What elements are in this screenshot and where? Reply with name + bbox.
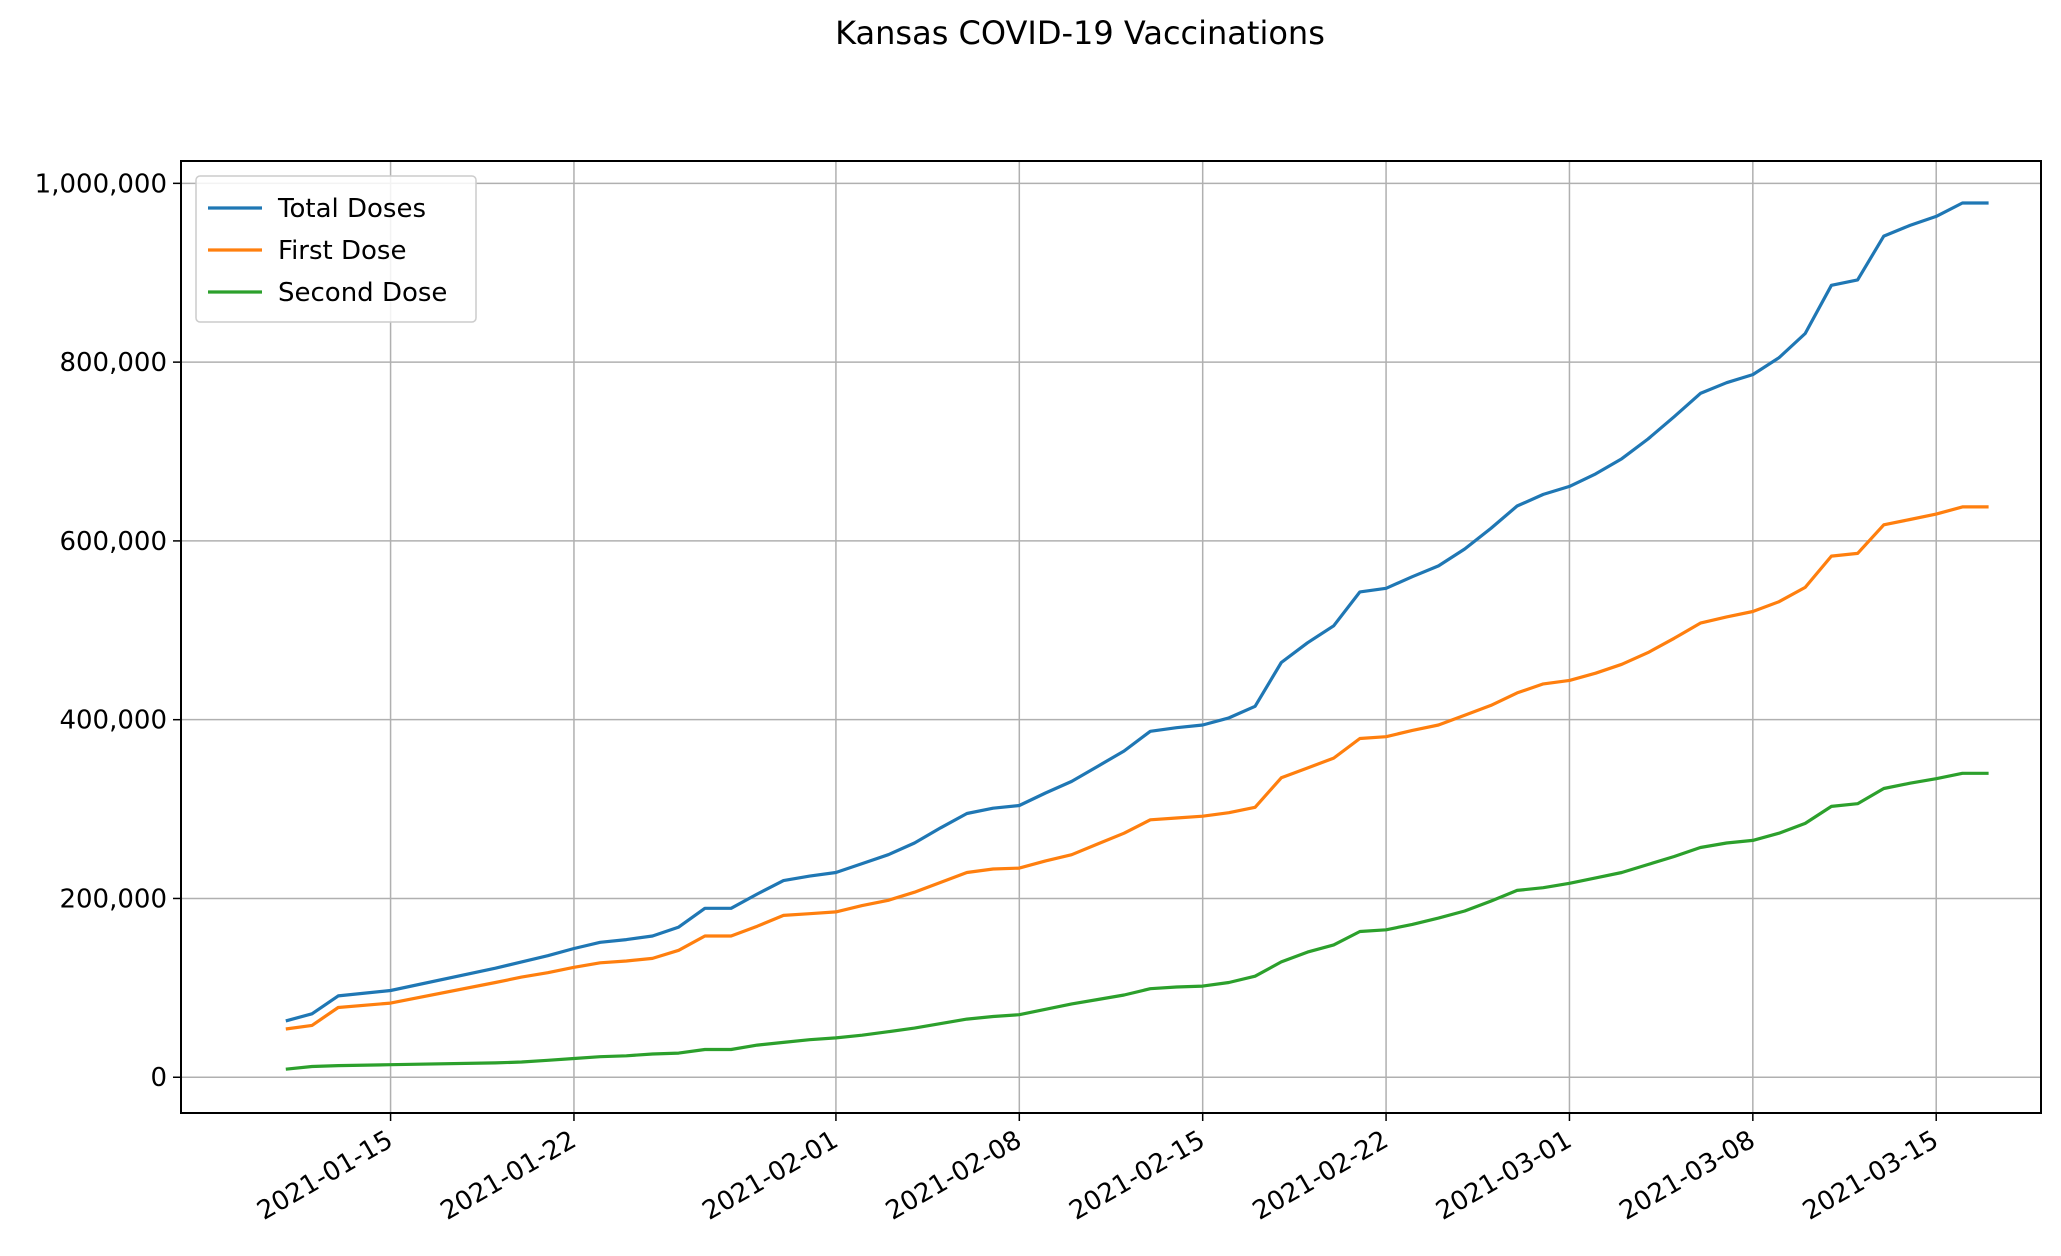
legend-label-first-dose: First Dose: [278, 236, 406, 266]
x-tick-label: 2021-02-22: [1248, 1125, 1394, 1227]
chart-title: Kansas COVID-19 Vaccinations: [835, 14, 1325, 52]
plot-frame: [180, 160, 2042, 1114]
x-tick-label: 2021-02-15: [1064, 1125, 1210, 1227]
series-line-total-doses: [285, 201, 1989, 1023]
y-tick-label: 400,000: [59, 706, 167, 736]
axes: 0 200,000 400,000 600,000 800,000 1,000,000 20…: [35, 169, 1944, 1226]
y-tick-label: 600,000: [59, 527, 167, 557]
x-tick-label: 2021-03-15: [1798, 1125, 1944, 1227]
series-line-second-dose: [285, 771, 1989, 1071]
y-tick-label: 0: [150, 1063, 167, 1093]
series-line-first-dose: [285, 505, 1989, 1031]
x-tick-label: 2021-03-08: [1614, 1125, 1760, 1227]
y-tick-label: 200,000: [59, 884, 167, 914]
grid: [181, 161, 2041, 1113]
x-tick-label: 2021-03-01: [1431, 1125, 1577, 1227]
x-tick-label: 2021-01-15: [252, 1125, 398, 1227]
y-tick-label: 1,000,000: [35, 169, 167, 199]
plot-lines: [285, 201, 1989, 1071]
legend: Total Doses First Dose Second Dose: [195, 175, 477, 323]
x-tick-label: 2021-02-08: [881, 1125, 1027, 1227]
legend-label-second-dose: Second Dose: [278, 278, 447, 308]
x-tick-label: 2021-02-01: [698, 1125, 844, 1227]
legend-label-total-doses: Total Doses: [277, 194, 426, 224]
legend-box: [195, 175, 477, 323]
x-tick-label: 2021-01-22: [436, 1125, 582, 1227]
y-tick-label: 800,000: [59, 348, 167, 378]
